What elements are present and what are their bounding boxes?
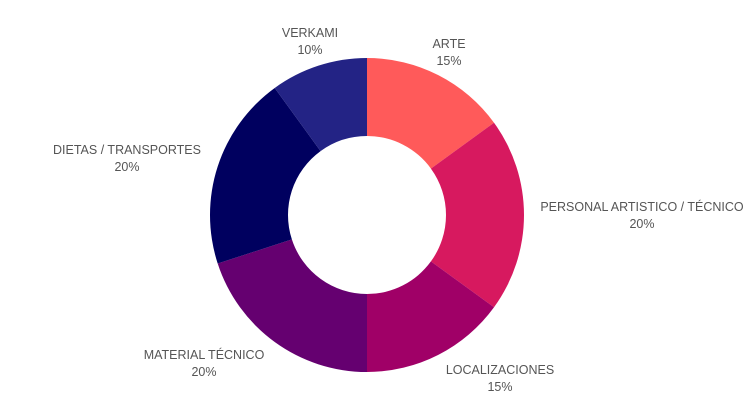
slice-label: MATERIAL TÉCNICO	[144, 347, 265, 362]
slice-label: LOCALIZACIONES	[446, 363, 554, 377]
slice-value-label: 15%	[436, 54, 461, 68]
slice-material-técnico	[217, 239, 367, 372]
slice-value-label: 20%	[191, 365, 216, 379]
slice-value-label: 20%	[629, 217, 654, 231]
slice-verkami	[274, 58, 367, 152]
slice-value-label: 20%	[114, 160, 139, 174]
slice-label: PERSONAL ARTISTICO / TÉCNICO	[540, 199, 744, 214]
slices-group	[210, 58, 524, 372]
slice-arte	[367, 58, 495, 169]
slice-label: ARTE	[432, 37, 465, 51]
slice-localizaciones	[367, 261, 495, 372]
slice-label: DIETAS / TRANSPORTES	[53, 143, 201, 157]
slice-dietas-transportes	[210, 87, 321, 264]
slice-label: VERKAMI	[282, 26, 338, 40]
slice-value-label: 10%	[297, 43, 322, 57]
slice-value-label: 15%	[487, 380, 512, 394]
labels-group: ARTE 15% PERSONAL ARTISTICO / TÉCNICO 20% LO…	[53, 26, 744, 394]
slice-personal-artistico-técnico	[430, 122, 524, 308]
